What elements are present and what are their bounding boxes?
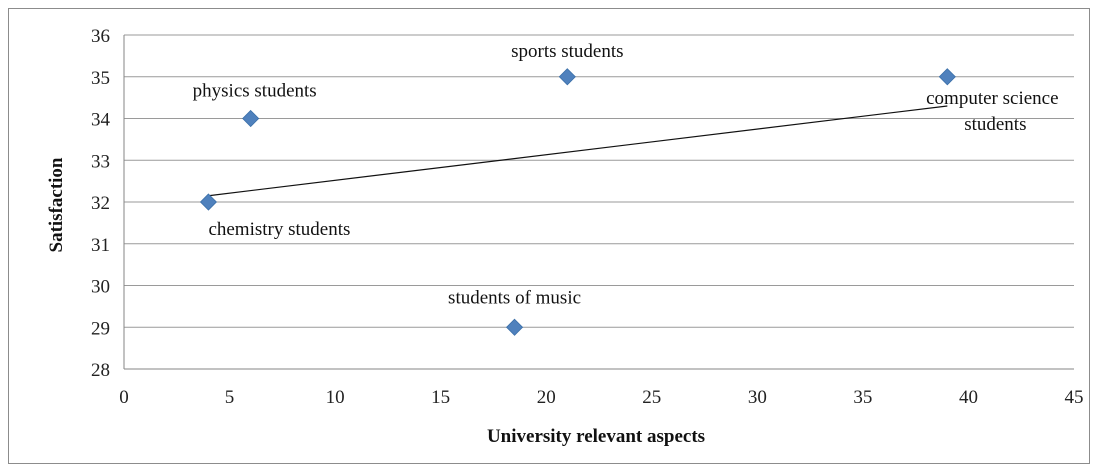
x-tick-label: 45 (1065, 387, 1084, 408)
x-tick-label: 25 (642, 387, 661, 408)
data-points (199, 68, 956, 336)
y-tick-label: 32 (91, 193, 110, 214)
data-point-marker (199, 193, 218, 211)
point-label: computer science (926, 88, 1058, 109)
x-tick-label: 10 (326, 387, 345, 408)
y-tick-label: 28 (91, 360, 110, 381)
x-tick-label: 15 (431, 387, 450, 408)
point-label: physics students (193, 81, 317, 102)
x-tick-label: 5 (225, 387, 235, 408)
data-point-marker (558, 68, 576, 86)
y-tick-label: 29 (91, 318, 110, 339)
y-tick-label: 35 (91, 68, 110, 89)
x-tick-label: 40 (959, 387, 978, 408)
point-label: students of music (448, 287, 581, 308)
trendline (208, 105, 948, 197)
point-labels: physics students sports students computer … (193, 41, 1059, 309)
y-axis-title: Satisfaction (46, 157, 67, 252)
y-tick-label: 31 (91, 235, 110, 256)
x-tick-label: 0 (119, 387, 129, 408)
data-point-marker (242, 109, 260, 128)
x-tick-label: 30 (748, 387, 767, 408)
point-label: sports students (511, 41, 623, 62)
y-tick-label: 30 (91, 277, 110, 298)
tick-labels: 28 29 30 31 32 33 34 35 36 0 5 10 15 20 25 30 35 40 45 (91, 26, 1084, 408)
axes (123, 35, 1074, 370)
x-tick-label: 20 (537, 387, 556, 408)
x-tick-label: 35 (853, 387, 872, 408)
y-tick-label: 36 (91, 26, 110, 47)
x-axis-title: University relevant aspects (487, 426, 705, 447)
data-point-marker (938, 68, 956, 86)
point-label: students (964, 114, 1026, 135)
y-tick-label: 33 (91, 151, 110, 172)
trendline-layer (208, 105, 948, 197)
chart-frame (8, 8, 1090, 464)
point-label: chemistry students (208, 219, 350, 240)
data-point-marker (505, 318, 524, 336)
y-tick-label: 34 (91, 110, 111, 131)
